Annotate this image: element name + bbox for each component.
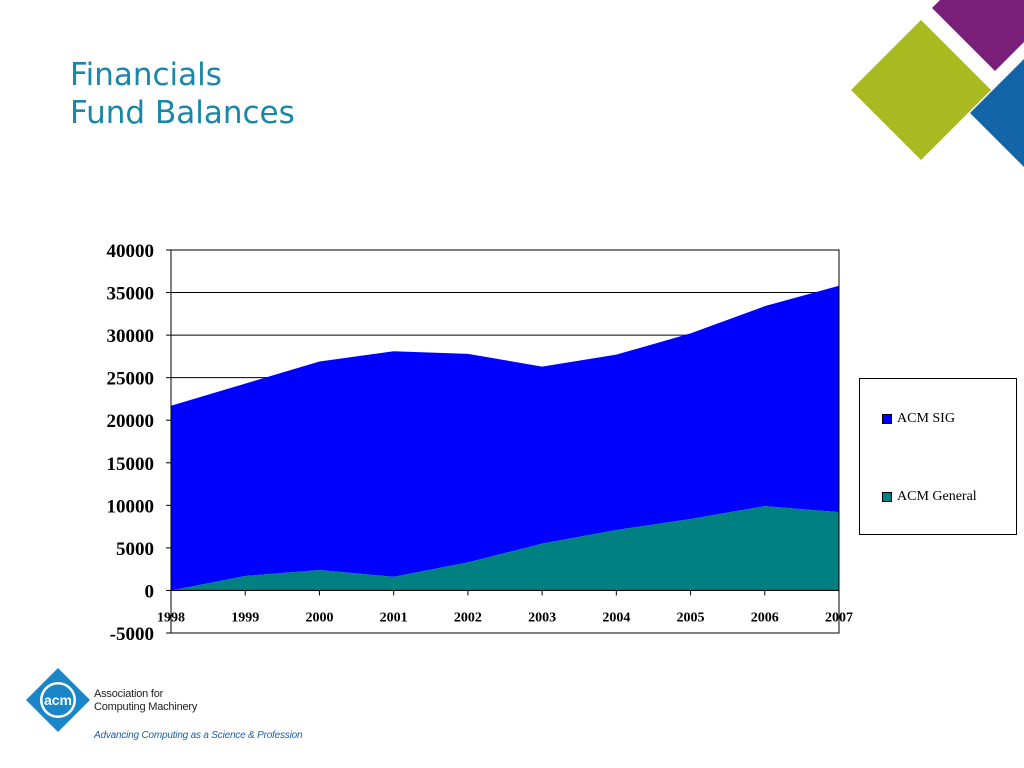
logo-name: Association for Computing Machinery xyxy=(94,688,197,714)
logo-inner-circle xyxy=(42,684,74,716)
lime-diamond xyxy=(851,20,991,160)
y-tick-label: 5000 xyxy=(116,539,154,560)
legend-item-acm-general: ACM General xyxy=(882,489,977,505)
x-tick-label: 2004 xyxy=(602,610,630,625)
logo-name-line1: Association for xyxy=(94,688,164,700)
logo-name-line2: Computing Machinery xyxy=(94,701,198,713)
y-tick-label: 10000 xyxy=(107,496,155,517)
acm-logo-icon: acm xyxy=(26,668,90,732)
slide-title-line1: Financials xyxy=(70,57,222,93)
x-tick-label: 2001 xyxy=(380,610,408,625)
logo-mark-text: acm xyxy=(44,692,72,708)
y-tick-label: 30000 xyxy=(107,326,155,347)
y-tick-label: 25000 xyxy=(107,369,155,390)
x-tick-label: 2007 xyxy=(825,610,853,625)
plot-area-border xyxy=(170,249,840,634)
x-tick-label: 2003 xyxy=(528,610,556,625)
purple-diamond xyxy=(932,0,1024,71)
y-tick-label: 15000 xyxy=(107,454,155,475)
legend-item-acm-sig: ACM SIG xyxy=(882,411,955,427)
logo-tagline: Advancing Computing as a Science & Profe… xyxy=(94,730,303,741)
blue-diamond xyxy=(970,59,1024,167)
x-tick-label: 2000 xyxy=(305,610,333,625)
x-tick-label: 2005 xyxy=(677,610,705,625)
area-series-acm-general xyxy=(171,506,839,591)
legend-swatch-acm-sig xyxy=(882,414,892,424)
area-series-acm-sig xyxy=(171,285,839,591)
slide-title: Financials Fund Balances xyxy=(70,56,295,132)
y-tick-label: 40000 xyxy=(107,241,155,262)
y-tick-label: -5000 xyxy=(110,624,154,645)
legend-label-acm-general: ACM General xyxy=(897,489,977,504)
x-tick-label: 1998 xyxy=(157,610,185,625)
x-tick-label: 1999 xyxy=(231,610,259,625)
legend-swatch-acm-general xyxy=(882,492,892,502)
x-tick-label: 2006 xyxy=(751,610,779,625)
x-tick-label: 2002 xyxy=(454,610,482,625)
chart-legend: ACM SIG ACM General xyxy=(859,378,1017,535)
legend-label-acm-sig: ACM SIG xyxy=(897,411,955,426)
y-tick-label: 35000 xyxy=(107,284,155,305)
y-tick-label: 20000 xyxy=(107,411,155,432)
y-tick-label: 0 xyxy=(145,581,155,602)
slide-title-line2: Fund Balances xyxy=(70,95,295,131)
